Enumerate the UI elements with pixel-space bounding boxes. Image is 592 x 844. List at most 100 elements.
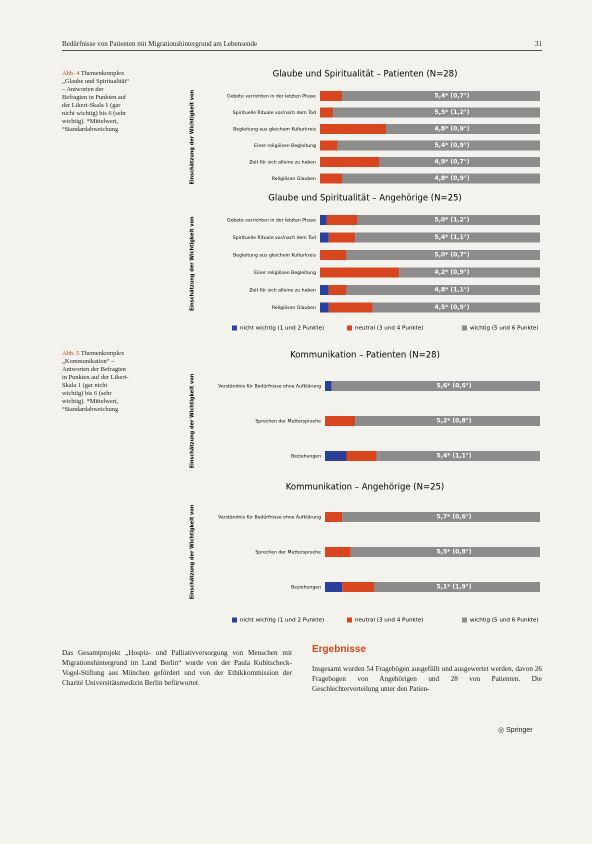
chart-title: Kommunikation – Patienten (N=28) (290, 351, 440, 361)
bar-segment (331, 381, 540, 391)
category-label: Sprechen der Muttersprache (255, 550, 321, 556)
bar-segment (325, 547, 351, 557)
figure-label: Abb. 4 (62, 70, 80, 77)
bar-segment (355, 232, 540, 243)
bar-segment (342, 91, 540, 101)
bar-segment (357, 215, 540, 225)
legend-swatch (347, 325, 352, 331)
running-header: Bedürfnisse von Patienten mit Migrations… (62, 40, 542, 51)
legend-swatch (462, 617, 467, 623)
chart-title: Kommunikation – Angehörige (N=25) (286, 483, 445, 493)
category-label: Religiösen Glauben (272, 176, 316, 182)
bar-segment (399, 267, 540, 278)
bar-label: 4,9* (0,7°) (435, 159, 470, 166)
category-label: Zeit für sich alleine zu haben (249, 160, 316, 166)
running-title: Bedürfnisse von Patienten mit Migrations… (62, 40, 258, 48)
bar-segment (376, 451, 540, 461)
category-label: Begleitung aus gleichem Kulturkreis (233, 127, 316, 133)
bar-segment (346, 250, 540, 260)
legend-label: nicht wichtig (1 und 2 Punkte) (240, 618, 324, 624)
figure-caption: Abb. 4 Themenkomplex „Glaube und Spiritu… (62, 70, 130, 134)
bar-segment (342, 173, 540, 184)
bar-segment (320, 91, 342, 101)
bar-label: 5,4* (1,1°) (435, 234, 470, 241)
y-axis-label: Einschätzung der Wichtigkeit von (190, 90, 196, 185)
category-label: Begleitung aus gleichem Kulturkreis (233, 253, 316, 259)
bar-segment (374, 582, 540, 592)
bar-segment (320, 250, 347, 260)
bar-segment (320, 107, 334, 118)
bar-segment (386, 124, 540, 134)
bar-label: 5,6* (0,6°) (437, 383, 472, 390)
bar-segment (328, 302, 373, 313)
bar-label: 5,0* (1,2°) (435, 217, 470, 224)
body-left: Das Gesamtprojekt „Hospiz- und Palliativ… (62, 649, 292, 687)
bar-segment (320, 140, 338, 151)
category-label: Spirituelle Rituale vor/nach dem Tod (233, 235, 316, 241)
caption-text: Themenkomplex „Glaube und Spiritualität“… (62, 70, 130, 133)
bar-label: 4,5* (0,9°) (435, 304, 470, 311)
bar-segment (326, 215, 358, 225)
legend-swatch (232, 325, 237, 331)
bar-label: 5,4* (1,1°) (437, 453, 472, 460)
bar-label: 4,8* (1,1°) (435, 287, 470, 294)
bar-label: 5,5* (1,2°) (435, 109, 470, 116)
bar-label: 5,2* (0,8°) (437, 418, 472, 425)
bar-segment (328, 232, 356, 243)
legend-label: nicht wichtig (1 und 2 Punkte) (240, 326, 324, 332)
bar-segment (379, 157, 540, 167)
bar-segment (325, 451, 347, 461)
bar-segment (346, 285, 540, 295)
bar-segment (320, 215, 327, 225)
bar-segment (346, 451, 377, 461)
bar-segment (325, 512, 343, 522)
category-label: Sprechen der Muttersprache (255, 419, 321, 425)
caption-text: Themenkomplex „Kommunikation“ – Antworte… (62, 350, 129, 413)
bar-segment (325, 381, 332, 391)
category-label: Beziehungen (291, 585, 321, 591)
category-label: Gebete verrichten in der letzten Phase (227, 218, 316, 224)
bar-segment (320, 173, 342, 184)
bar-segment (325, 582, 343, 592)
category-label: Einer religiösen Begleitung (254, 143, 316, 149)
publisher-name: Springer (506, 727, 533, 734)
figure-label: Abb. 5 (62, 350, 80, 357)
y-axis-label: Einschätzung der Wichtigkeit von (190, 216, 196, 311)
bar-segment (337, 140, 540, 151)
bar-label: 5,4* (0,7°) (435, 93, 470, 100)
bar-segment (320, 157, 380, 167)
chart-title: Glaube und Spiritualität – Angehörige (N… (268, 194, 461, 204)
chart-title: Glaube und Spiritualität – Patienten (N=… (273, 70, 458, 80)
bar-segment (320, 232, 329, 243)
bar-segment (325, 416, 356, 426)
category-label: Religiösen Glauben (272, 305, 316, 311)
bar-segment (342, 582, 375, 592)
page-number: 31 (535, 40, 542, 48)
body-right: Insgesamt wurden 54 Fragebögen ausgefüll… (312, 665, 542, 693)
section-heading: Ergebnisse (312, 644, 366, 655)
y-axis-label: Einschätzung der Wichtigkeit von (190, 373, 196, 468)
bar-segment (320, 267, 400, 278)
legend-label: wichtig (5 und 6 Punkte) (470, 618, 539, 624)
bar-label: 4,2* (0,9°) (435, 269, 470, 276)
bar-label: 4,8* (0,9°) (435, 175, 470, 182)
bar-label: 5,4* (0,9°) (435, 142, 470, 149)
category-label: Zeit für sich alleine zu haben (249, 288, 316, 294)
bar-label: 5,0* (0,7°) (435, 252, 470, 259)
bar-label: 5,7* (0,6°) (437, 514, 472, 521)
y-axis-label: Einschätzung der Wichtigkeit von (190, 504, 196, 599)
legend-swatch (347, 617, 352, 623)
category-label: Verständnis für Bedürfnisse ohne Aufklär… (218, 384, 321, 390)
legend-swatch (232, 617, 237, 623)
bar-segment (372, 302, 540, 313)
bar-segment (333, 107, 540, 118)
legend-swatch (462, 325, 467, 331)
category-label: Einer religiösen Begleitung (254, 270, 316, 276)
bar-label: 4,8* (0,9°) (435, 126, 470, 133)
bar-segment (320, 124, 386, 134)
bar-segment (355, 416, 540, 426)
category-label: Gebete verrichten in der letzten Phase (227, 94, 316, 100)
bar-label: 5,1* (1,9°) (437, 584, 472, 591)
